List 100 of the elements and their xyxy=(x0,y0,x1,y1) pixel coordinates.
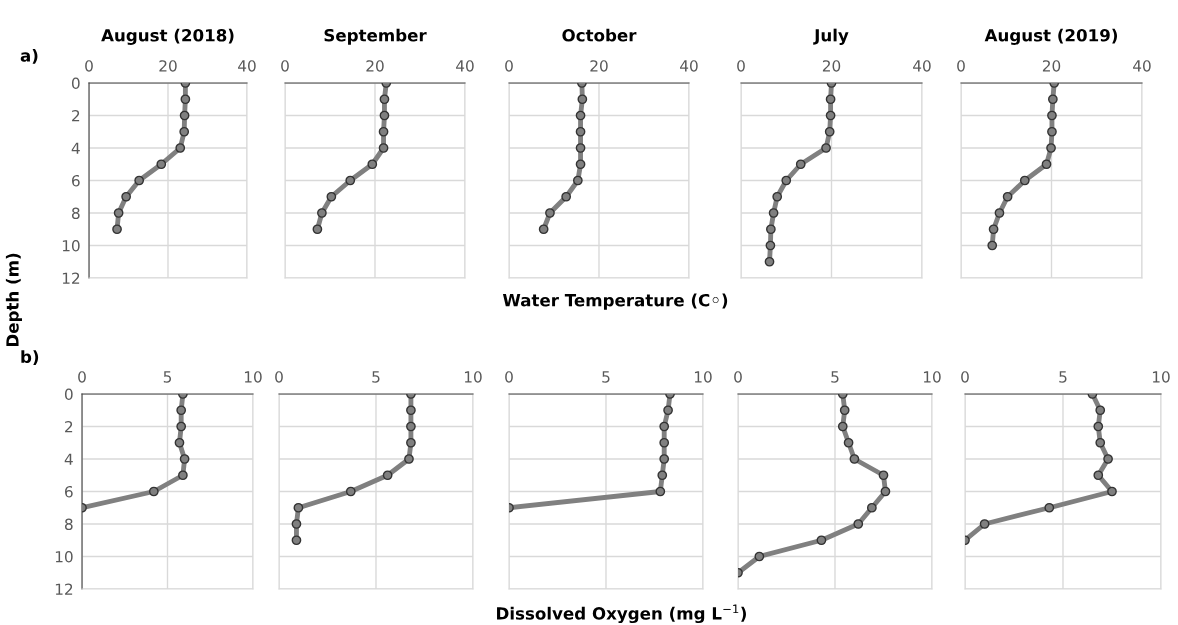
point xyxy=(345,486,356,497)
point xyxy=(176,405,187,416)
point xyxy=(795,159,806,170)
chart-title: September xyxy=(324,28,427,45)
point xyxy=(1044,502,1055,513)
x-tick-label: 40 xyxy=(456,60,474,72)
y-tick-label: 6 xyxy=(72,174,80,187)
point xyxy=(987,240,998,251)
x-tick-label: 10 xyxy=(464,371,482,383)
point xyxy=(379,94,390,105)
point xyxy=(378,126,389,137)
point xyxy=(825,110,836,121)
x-tick-label: 10 xyxy=(923,371,941,383)
point xyxy=(837,421,848,432)
point xyxy=(764,256,775,267)
point xyxy=(839,405,850,416)
point xyxy=(979,519,990,529)
point xyxy=(317,208,327,218)
point xyxy=(843,437,854,448)
x-tick-label: 40 xyxy=(680,60,698,72)
point xyxy=(772,191,783,202)
point xyxy=(575,110,586,121)
point xyxy=(178,470,188,481)
point xyxy=(378,143,389,153)
point xyxy=(765,240,776,251)
x-tick-label: 20 xyxy=(1042,60,1061,72)
point xyxy=(113,208,124,218)
point xyxy=(545,208,555,218)
point xyxy=(179,110,190,121)
point xyxy=(382,470,393,481)
y-tick-label: 12 xyxy=(62,272,80,284)
point xyxy=(866,502,877,513)
point xyxy=(538,224,549,235)
point xyxy=(179,454,190,464)
point xyxy=(1095,405,1106,416)
point xyxy=(572,175,583,186)
point xyxy=(659,454,670,464)
point xyxy=(148,486,159,497)
point xyxy=(176,421,187,432)
y-tick-label: 2 xyxy=(72,109,80,122)
y-tick-label: 10 xyxy=(62,239,80,252)
x-tick-label: 20 xyxy=(822,60,841,72)
point xyxy=(1047,126,1057,137)
y-tick-label: 0 xyxy=(64,388,73,401)
point xyxy=(766,224,776,235)
point xyxy=(1093,470,1104,481)
x-tick-label: 5 xyxy=(163,371,172,383)
chart-title: October xyxy=(562,28,637,42)
point xyxy=(575,159,586,170)
x-tick-label: 0 xyxy=(957,60,965,72)
point xyxy=(825,94,836,105)
point xyxy=(575,126,586,137)
chart-title: August (2019) xyxy=(984,28,1118,45)
point xyxy=(326,191,337,202)
point xyxy=(659,437,670,448)
point xyxy=(293,502,304,513)
point xyxy=(577,94,588,105)
point xyxy=(175,143,186,153)
y-tick-label: 0 xyxy=(71,77,80,90)
point xyxy=(180,94,191,105)
point xyxy=(754,551,765,562)
point xyxy=(1047,94,1058,105)
point xyxy=(174,437,185,448)
x-tick-label: 5 xyxy=(602,371,610,383)
point xyxy=(1047,110,1057,121)
point xyxy=(1002,191,1013,202)
x-tick-label: 10 xyxy=(244,371,262,383)
point xyxy=(878,470,889,481)
text: a) xyxy=(20,48,38,64)
point xyxy=(291,519,302,529)
point xyxy=(781,175,792,186)
point xyxy=(561,191,572,202)
x-tick-label: 0 xyxy=(961,371,969,383)
point xyxy=(379,110,390,121)
point xyxy=(849,454,860,464)
point xyxy=(816,535,827,546)
x-tick-label: 5 xyxy=(1059,371,1067,383)
x-tick-label: 5 xyxy=(372,371,380,383)
x-tick-label: 0 xyxy=(505,60,513,72)
point xyxy=(404,454,414,464)
point xyxy=(824,126,835,137)
y-axis-title: Depth (m) xyxy=(5,253,22,347)
chart-title: August (2018) xyxy=(101,28,234,45)
point xyxy=(821,143,831,153)
point xyxy=(853,519,864,529)
point xyxy=(291,535,302,546)
point xyxy=(406,421,416,432)
point xyxy=(1041,159,1052,170)
point xyxy=(1019,175,1030,186)
y-tick-label: 2 xyxy=(65,420,73,433)
point xyxy=(655,486,666,497)
x-tick-label: 40 xyxy=(1133,60,1151,72)
x-tick-label: 0 xyxy=(275,371,283,383)
point xyxy=(1107,486,1117,497)
y-tick-label: 8 xyxy=(64,518,73,531)
x-tick-label: 10 xyxy=(1152,371,1170,383)
y-tick-label: 4 xyxy=(71,142,80,154)
y-tick-label: 8 xyxy=(71,207,80,220)
point xyxy=(663,405,673,416)
point xyxy=(367,159,378,170)
